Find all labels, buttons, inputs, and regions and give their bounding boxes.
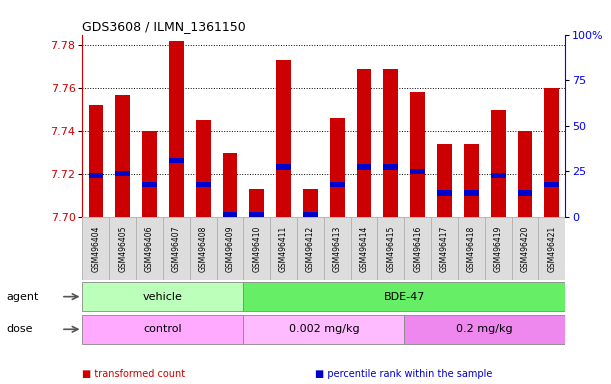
Text: vehicle: vehicle — [143, 291, 183, 302]
Bar — [276, 60, 291, 217]
Bar — [82, 282, 243, 311]
Text: 0.002 mg/kg: 0.002 mg/kg — [288, 324, 359, 334]
Bar — [518, 131, 532, 217]
Bar — [89, 173, 103, 178]
Bar — [303, 212, 318, 217]
Bar — [511, 217, 538, 280]
Bar — [411, 93, 425, 217]
Text: GSM496412: GSM496412 — [306, 225, 315, 272]
Bar — [303, 189, 318, 217]
Text: agent: agent — [6, 291, 38, 302]
Text: dose: dose — [6, 324, 32, 334]
Text: GSM496409: GSM496409 — [225, 225, 235, 272]
Text: GSM496405: GSM496405 — [118, 225, 127, 272]
Bar — [196, 182, 211, 187]
Text: 0.2 mg/kg: 0.2 mg/kg — [456, 324, 513, 334]
Text: GSM496416: GSM496416 — [413, 225, 422, 272]
Bar — [357, 69, 371, 217]
Bar — [411, 169, 425, 174]
Bar — [485, 217, 511, 280]
Text: GSM496413: GSM496413 — [333, 225, 342, 272]
Bar — [249, 189, 264, 217]
Bar — [222, 212, 237, 217]
Bar — [404, 217, 431, 280]
Text: control: control — [144, 324, 182, 334]
Bar — [163, 217, 190, 280]
Text: GSM496419: GSM496419 — [494, 225, 503, 272]
Bar — [243, 282, 565, 311]
Bar — [330, 118, 345, 217]
Bar — [491, 173, 505, 178]
Bar — [518, 190, 532, 195]
Text: GSM496417: GSM496417 — [440, 225, 449, 272]
Bar — [544, 88, 559, 217]
Bar — [437, 144, 452, 217]
Bar — [216, 217, 243, 280]
Bar — [276, 164, 291, 170]
Bar — [190, 217, 216, 280]
Bar — [82, 314, 243, 344]
Text: GSM496410: GSM496410 — [252, 225, 262, 272]
Bar — [437, 190, 452, 195]
Text: GSM496421: GSM496421 — [547, 225, 556, 272]
Text: GDS3608 / ILMN_1361150: GDS3608 / ILMN_1361150 — [82, 20, 246, 33]
Text: GSM496407: GSM496407 — [172, 225, 181, 272]
Bar — [142, 131, 157, 217]
Text: GSM496404: GSM496404 — [92, 225, 100, 272]
Bar — [115, 171, 130, 176]
Bar — [491, 110, 505, 217]
Bar — [222, 152, 237, 217]
Bar — [243, 314, 404, 344]
Text: GSM496406: GSM496406 — [145, 225, 154, 272]
Bar — [404, 314, 565, 344]
Bar — [142, 182, 157, 187]
Text: GSM496408: GSM496408 — [199, 225, 208, 272]
Text: GSM496415: GSM496415 — [386, 225, 395, 272]
Bar — [544, 182, 559, 187]
Bar — [384, 164, 398, 170]
Bar — [384, 69, 398, 217]
Bar — [431, 217, 458, 280]
Bar — [109, 217, 136, 280]
Bar — [378, 217, 404, 280]
Bar — [243, 217, 270, 280]
Text: BDE-47: BDE-47 — [384, 291, 425, 302]
Text: GSM496418: GSM496418 — [467, 225, 476, 272]
Text: ■ transformed count: ■ transformed count — [82, 369, 186, 379]
Bar — [270, 217, 297, 280]
Bar — [169, 158, 184, 163]
Bar — [324, 217, 351, 280]
Bar — [196, 121, 211, 217]
Bar — [351, 217, 378, 280]
Bar — [538, 217, 565, 280]
Bar — [330, 182, 345, 187]
Bar — [115, 94, 130, 217]
Bar — [357, 164, 371, 170]
Text: ■ percentile rank within the sample: ■ percentile rank within the sample — [315, 369, 492, 379]
Bar — [89, 105, 103, 217]
Text: GSM496420: GSM496420 — [521, 225, 530, 272]
Bar — [82, 217, 109, 280]
Bar — [464, 190, 478, 195]
Text: GSM496414: GSM496414 — [359, 225, 368, 272]
Bar — [169, 41, 184, 217]
Text: GSM496411: GSM496411 — [279, 225, 288, 272]
Bar — [464, 144, 478, 217]
Bar — [297, 217, 324, 280]
Bar — [458, 217, 485, 280]
Bar — [249, 212, 264, 217]
Bar — [136, 217, 163, 280]
